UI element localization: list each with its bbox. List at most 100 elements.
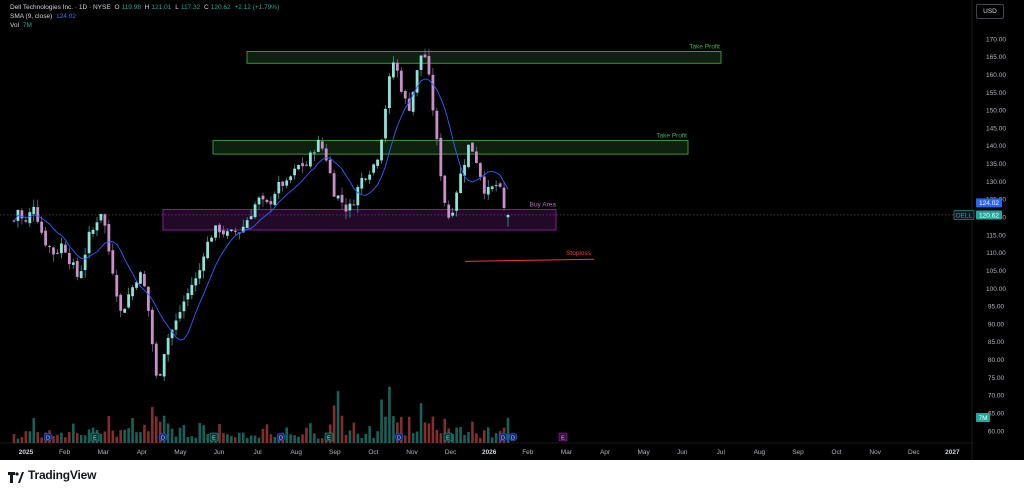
candle-body (210, 237, 213, 242)
volume-bar (269, 434, 273, 443)
candle-body (257, 197, 261, 205)
candle-body (245, 220, 249, 228)
candle-body (403, 91, 407, 99)
earnings-marker-label: E (212, 435, 216, 441)
candle-body (71, 262, 75, 265)
volume-bar (388, 386, 391, 443)
candle-body (162, 354, 166, 377)
volume-bar (403, 435, 407, 443)
high-label: H (144, 4, 150, 11)
volume-bar (245, 438, 249, 443)
volume-bar (423, 422, 427, 443)
symbol-title[interactable]: Dell Technologies Inc. · 1D · NYSE (10, 4, 111, 11)
candle-body (423, 54, 427, 58)
volume-bar (301, 434, 304, 443)
volume-bar (56, 434, 59, 443)
volume-bar (111, 430, 115, 443)
candle-body (115, 274, 119, 297)
volume-bar (123, 429, 126, 443)
footer: TradingView (0, 460, 1024, 493)
ticker-badge-text: DELL (956, 212, 973, 219)
volume-bar (344, 434, 348, 443)
volume-bar (340, 415, 344, 443)
candlestick-chart[interactable]: 170.00 165.00 160.00 155.00 150.00 145.00 140.… (0, 0, 1024, 460)
legend-volume[interactable]: Vol 7M (10, 22, 34, 30)
candle-body (186, 293, 190, 300)
candle-body (324, 148, 328, 161)
volume-bar (372, 437, 375, 443)
volume-bar (202, 425, 205, 443)
candle-body (309, 152, 312, 167)
candle-body (170, 329, 174, 339)
candle-body (222, 230, 225, 235)
candle-body (281, 181, 285, 187)
x-tick-label: Feb (522, 449, 534, 456)
candle-body (206, 241, 210, 259)
candle-body (67, 252, 71, 265)
volume-bar (131, 418, 134, 443)
volume-bar (119, 430, 123, 443)
volume-bar (368, 426, 371, 443)
volume-bar (12, 434, 16, 443)
volume-bar (16, 438, 20, 443)
volume-bar (415, 431, 419, 443)
volume-bar (356, 433, 360, 443)
volume-bar (419, 403, 423, 443)
currency-button[interactable]: USD (976, 4, 1004, 19)
volume-bar (348, 430, 352, 443)
candle-body (364, 178, 368, 180)
candle-body (87, 231, 91, 254)
candle-body (474, 151, 478, 163)
candle-body (229, 229, 233, 231)
earnings-marker-label: E (327, 435, 331, 441)
candle-body (273, 193, 277, 205)
x-tick-label: Oct (368, 449, 378, 456)
volume-bar (471, 421, 474, 443)
candle-body (202, 256, 206, 271)
y-tick-label: 155.00 (986, 90, 1006, 97)
volume-bar (75, 433, 79, 443)
tradingview-logo[interactable]: TradingView (8, 468, 97, 483)
volume-bar (459, 427, 462, 443)
close-value: 120.62 (210, 4, 231, 11)
tradingview-mark-icon (8, 470, 24, 483)
low-label: L (175, 4, 179, 11)
y-tick-label: 95.00 (988, 304, 1005, 311)
candle-body (348, 203, 352, 211)
x-tick-label: Jul (717, 449, 726, 456)
volume-bar (60, 432, 63, 443)
candle-body (451, 212, 455, 216)
candle-body (435, 110, 439, 140)
candle-body (107, 224, 111, 252)
volume-bar (71, 423, 75, 443)
candle-body (79, 271, 83, 278)
earnings-marker (558, 432, 568, 442)
candle-body (419, 55, 423, 70)
take-profit-zone-upper (246, 51, 722, 64)
x-tick-label: Sep (792, 449, 804, 456)
candle-body (32, 206, 36, 215)
sma-price-badge (976, 198, 1002, 208)
volume-bar (107, 416, 111, 443)
candle-body (352, 204, 356, 206)
candle-body (459, 173, 462, 194)
volume-bar (28, 431, 32, 443)
candle-body (336, 195, 340, 199)
dividend-marker-label: D (279, 435, 283, 441)
candle-body (166, 337, 170, 355)
volume-bar (194, 437, 198, 443)
dividend-marker (276, 432, 286, 442)
volume-bar (139, 432, 142, 443)
open-value: 119.98 (121, 4, 141, 11)
candle-body (415, 70, 419, 93)
volume-bar (289, 434, 292, 443)
brand-name: TradingView (28, 468, 97, 482)
candle-body (253, 204, 257, 218)
buy-area-zone (162, 208, 557, 231)
take-profit-label-upper: Take Profit (689, 43, 720, 50)
volume-bar (380, 399, 383, 443)
candle-body (28, 212, 32, 224)
legend-sma[interactable]: SMA (9, close) 124.02 (10, 13, 78, 21)
x-tick-label: Jul (253, 449, 262, 456)
volume-bar (399, 416, 403, 443)
